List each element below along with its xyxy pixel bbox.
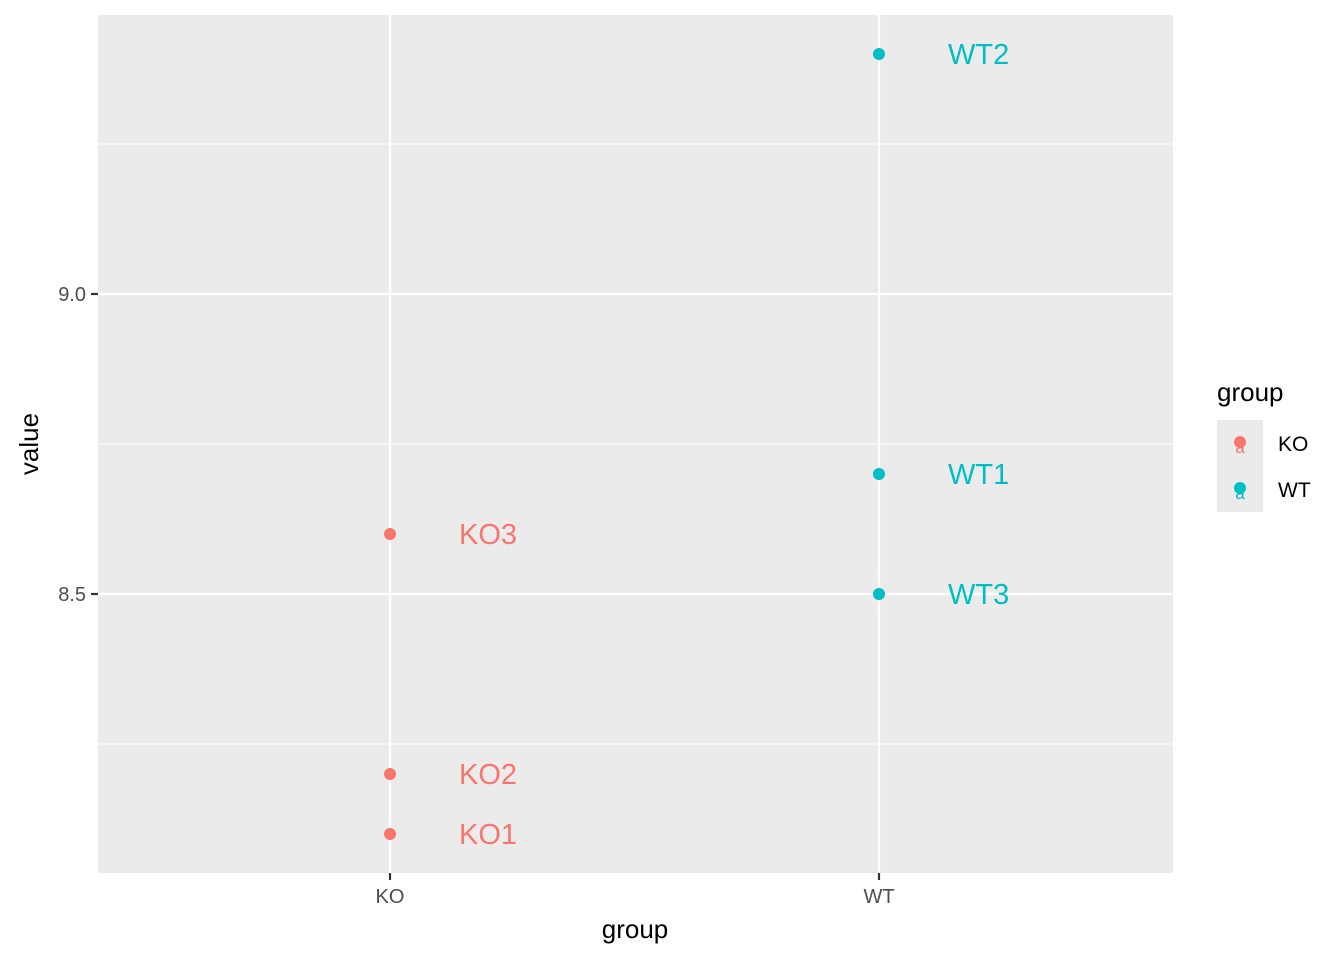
- legend: group a KO a WT: [1217, 377, 1311, 512]
- point-label-wt1: WT1: [948, 459, 1009, 491]
- minor-gridlines: [98, 143, 1173, 745]
- major-gridlines: [98, 15, 1173, 873]
- y-axis-title: value: [14, 413, 44, 475]
- data-point-ko1: [384, 828, 396, 840]
- point-label-ko1: KO1: [459, 819, 517, 851]
- legend-label-wt: WT: [1278, 479, 1311, 502]
- point-label-ko3: KO3: [459, 519, 517, 551]
- legend-key-background: [1217, 420, 1263, 512]
- x-tick-label: KO: [376, 886, 405, 908]
- legend-key-point-wt: [1234, 482, 1246, 494]
- legend-key-point-ko: [1234, 436, 1246, 448]
- legend-key-text-glyph: a: [1235, 438, 1245, 457]
- legend-entries: a KO a WT: [1217, 420, 1311, 512]
- data-point-wt3: [873, 588, 885, 600]
- legend-label-ko: KO: [1278, 433, 1308, 456]
- x-axis: KO WT: [376, 873, 895, 908]
- x-tick-label: WT: [863, 886, 894, 908]
- data-point-ko2: [384, 768, 396, 780]
- legend-title: group: [1217, 377, 1284, 407]
- data-point-wt1: [873, 468, 885, 480]
- y-tick-label: 9.0: [58, 284, 86, 306]
- data-point-ko3: [384, 528, 396, 540]
- data-point-labels: KO1 KO2 KO3 WT1 WT2 WT3: [459, 39, 1009, 851]
- point-label-wt2: WT2: [948, 39, 1009, 71]
- y-tick-label: 8.5: [58, 584, 86, 606]
- data-point-wt2: [873, 48, 885, 60]
- point-label-ko2: KO2: [459, 759, 517, 791]
- legend-key-text-glyph: a: [1235, 484, 1245, 503]
- x-axis-title: group: [602, 914, 669, 944]
- data-points: [384, 48, 885, 840]
- y-axis: 8.5 9.0: [58, 284, 98, 606]
- point-label-wt3: WT3: [948, 579, 1009, 611]
